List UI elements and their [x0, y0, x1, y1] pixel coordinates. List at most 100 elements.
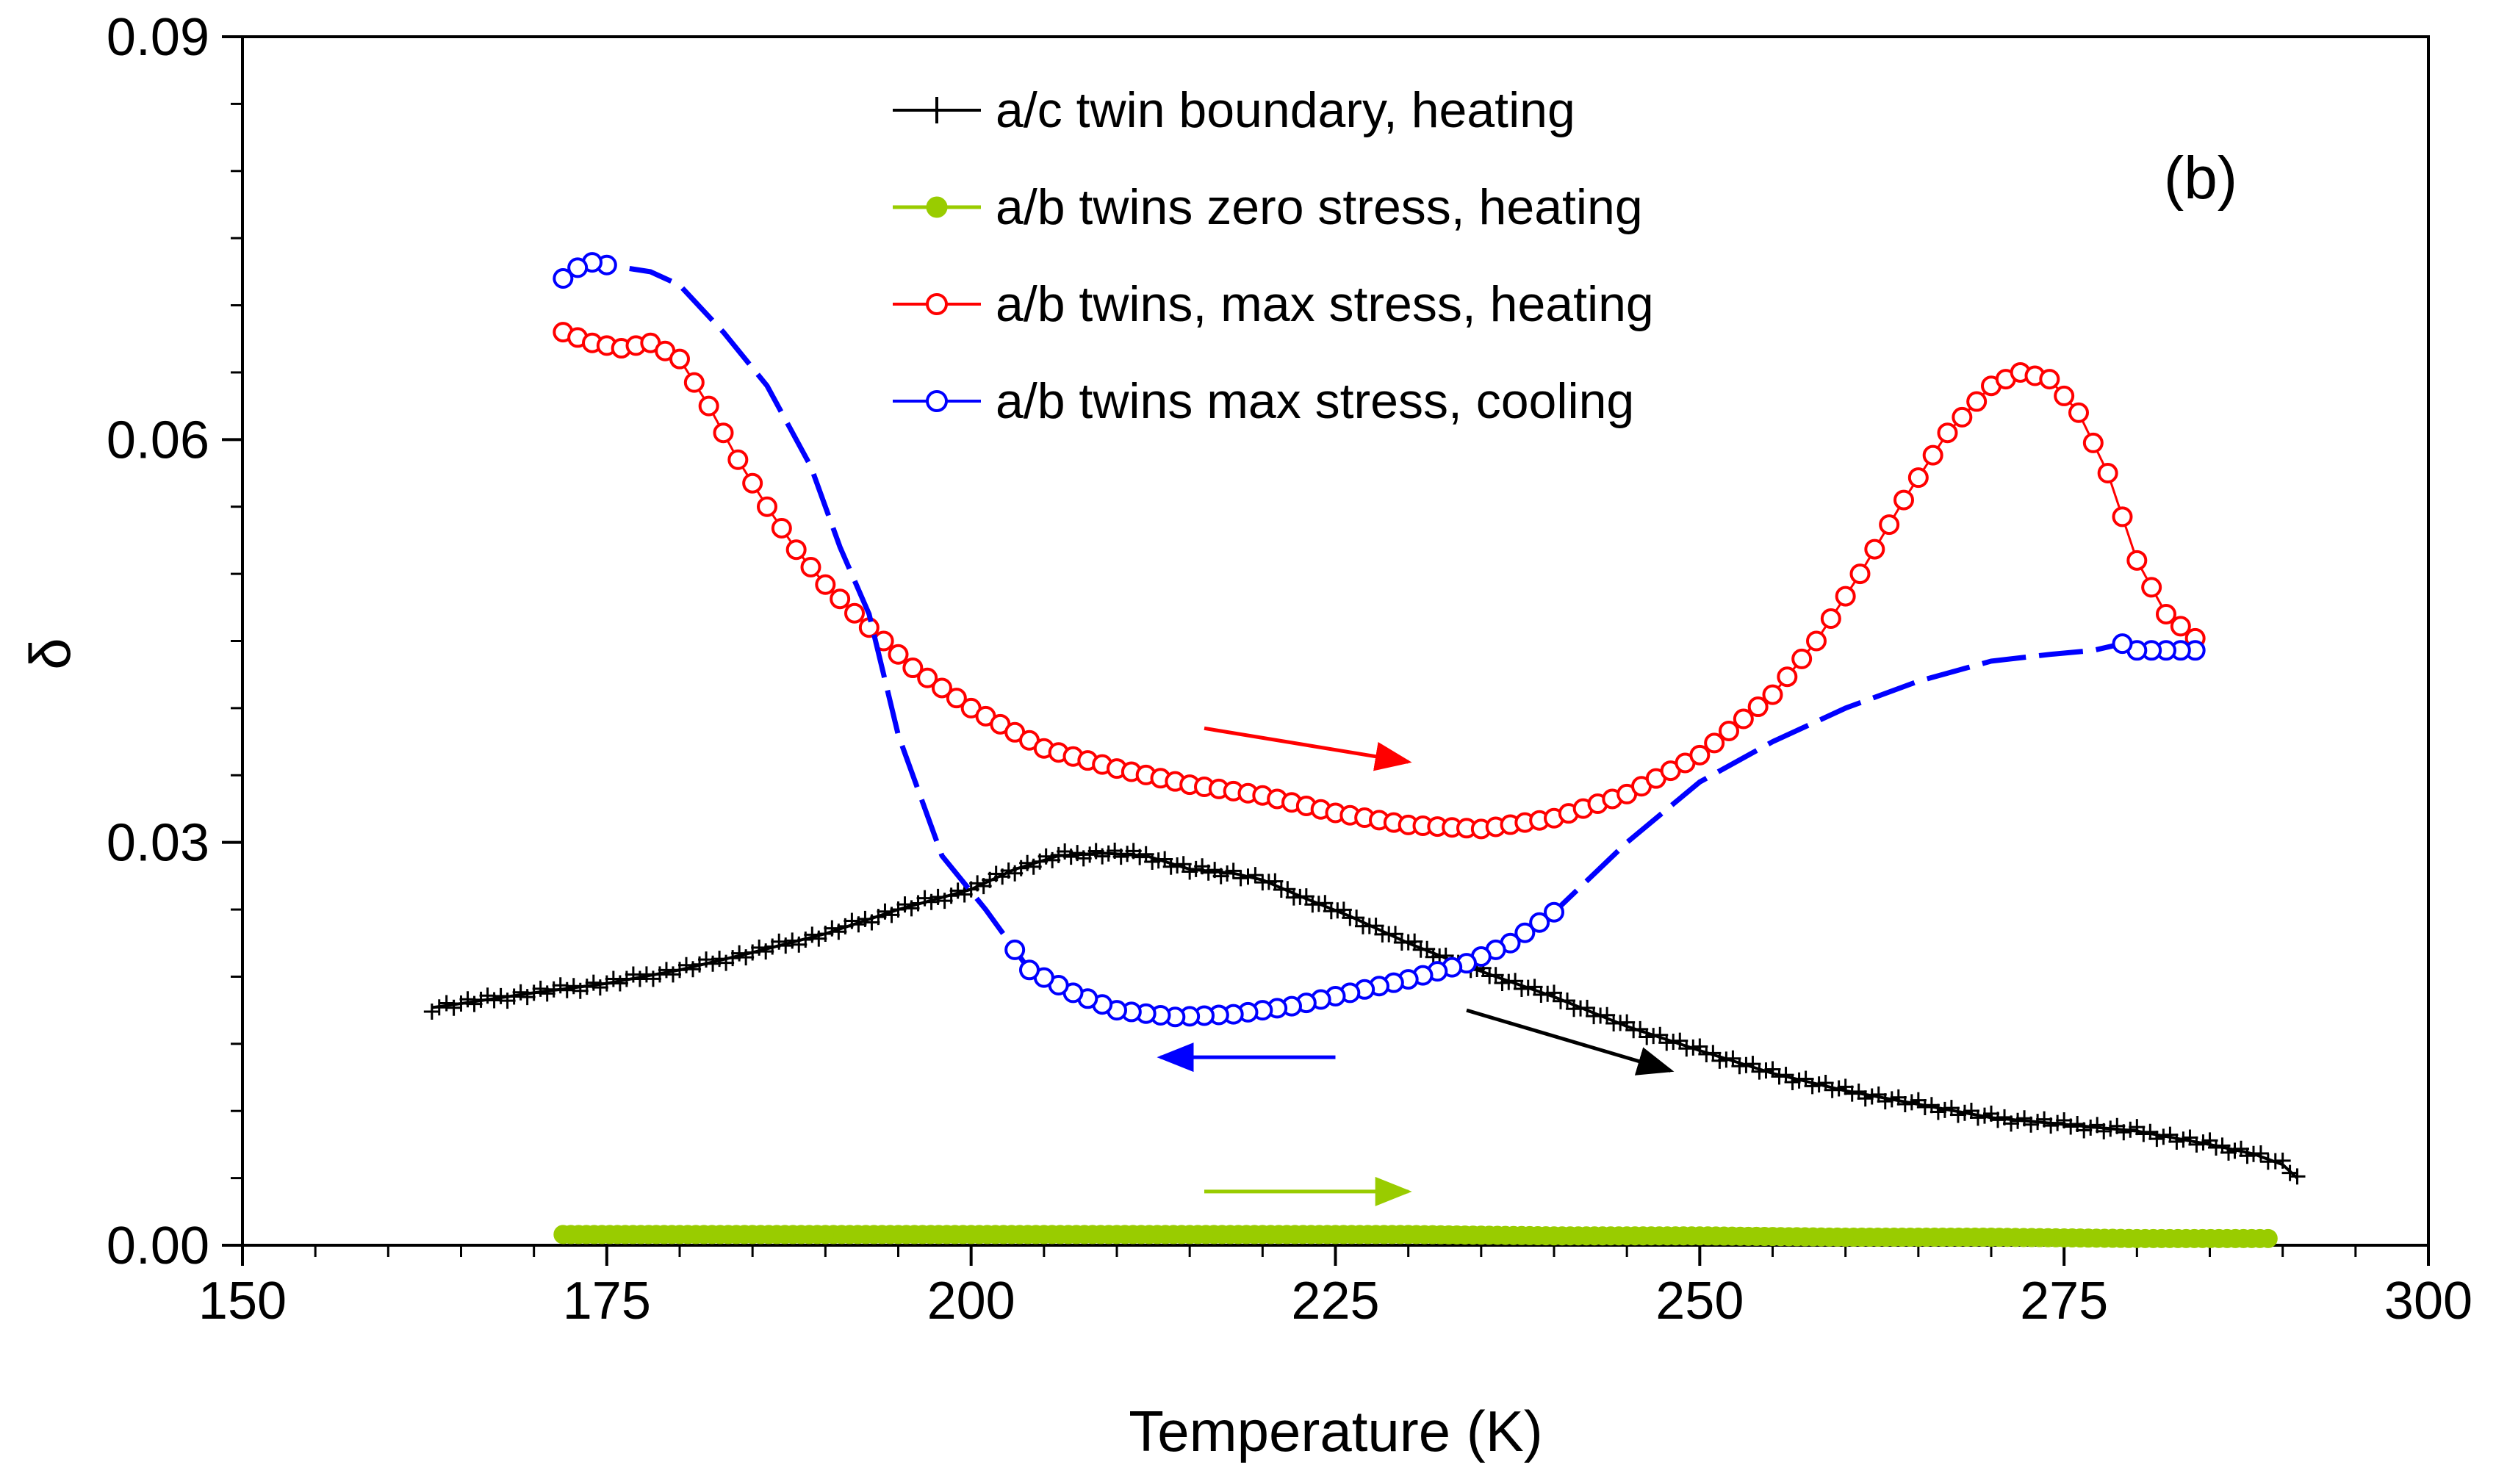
data-point	[669, 348, 690, 370]
x-tick-label: 275	[2020, 1272, 2108, 1330]
data-point	[1225, 862, 1242, 879]
data-point	[2068, 402, 2089, 423]
data-point	[2062, 1118, 2079, 1135]
data-point	[1844, 1085, 1860, 1102]
data-point	[1896, 1096, 1913, 1113]
data-point	[2122, 1121, 2139, 1138]
data-point	[1976, 1107, 1993, 1124]
data-point	[902, 658, 924, 679]
data-point	[1952, 406, 1973, 428]
data-point	[1777, 1067, 1794, 1084]
data-point	[1335, 901, 1352, 918]
data-point	[1367, 918, 1384, 934]
data-point	[1419, 940, 1436, 957]
data-point	[1698, 1045, 1715, 1062]
data-point	[742, 472, 763, 494]
data-point	[1733, 708, 1754, 730]
data-point	[1004, 939, 1026, 960]
data-point	[1949, 1106, 1966, 1123]
data-point	[2142, 1123, 2159, 1140]
data-point	[2168, 1134, 2185, 1150]
data-point	[1348, 910, 1365, 926]
legend-label: a/c twin boundary, heating	[996, 82, 1575, 138]
data-point	[1863, 1088, 1880, 1105]
data-point	[800, 556, 821, 577]
data-point	[1744, 1056, 1761, 1073]
data-point	[857, 910, 874, 927]
data-point	[2010, 1112, 2026, 1129]
direction-arrow-icon	[1204, 726, 1412, 771]
y-axis-title: δ	[18, 638, 82, 669]
data-point	[1751, 1063, 1768, 1080]
data-point	[1019, 959, 1040, 981]
data-point	[713, 422, 734, 444]
data-point	[2258, 1228, 2278, 1248]
data-point	[1969, 1109, 1986, 1126]
data-point	[1879, 514, 1900, 536]
data-point	[1810, 1076, 1827, 1093]
data-point	[2281, 1164, 2298, 1181]
data-point	[1797, 1070, 1814, 1087]
data-point	[1990, 1112, 2007, 1128]
data-point	[2252, 1145, 2269, 1161]
data-point	[539, 985, 555, 1002]
data-point	[1830, 1080, 1847, 1097]
data-point	[2182, 1129, 2198, 1146]
data-point	[2188, 1136, 2205, 1153]
legend-open-circle-marker-icon	[926, 390, 948, 412]
data-point	[888, 644, 909, 665]
data-point	[1923, 1097, 1940, 1114]
data-point	[2289, 1168, 2306, 1185]
data-point	[1672, 1032, 1688, 1049]
data-point	[1837, 1078, 1854, 1095]
data-point	[1758, 1062, 1774, 1079]
data-point	[830, 588, 851, 610]
legend-plus-marker-icon	[924, 97, 950, 123]
legend-label: a/b twins max stress, cooling	[996, 373, 1634, 429]
legend: a/c twin boundary, heating a/b twins zer…	[893, 82, 1654, 429]
series-line	[431, 851, 2298, 1180]
data-point	[1691, 1038, 1708, 1055]
series-2	[553, 322, 2206, 840]
data-point	[572, 982, 589, 999]
data-point	[1849, 563, 1871, 585]
data-point	[2112, 506, 2133, 527]
data-point	[1747, 696, 1769, 718]
data-point	[519, 989, 536, 1006]
data-point	[1903, 1094, 1920, 1111]
data-point	[1963, 1102, 1979, 1119]
data-point	[1907, 467, 1929, 489]
data-point	[1514, 922, 1536, 943]
data-point	[824, 920, 841, 937]
data-point	[1804, 1078, 1821, 1095]
data-point	[1877, 1093, 1893, 1110]
data-point	[2054, 385, 2075, 406]
data-point	[1387, 926, 1404, 943]
data-point	[1936, 1101, 1953, 1118]
data-point	[1864, 539, 1885, 560]
series-1	[553, 1225, 2278, 1248]
data-point	[1247, 867, 1264, 884]
data-point	[2148, 1131, 2165, 1148]
data-point	[1791, 648, 1813, 669]
data-point	[1546, 984, 1562, 1001]
data-point	[1857, 1090, 1874, 1107]
data-point	[757, 496, 777, 517]
data-point	[949, 882, 966, 899]
data-point	[1232, 870, 1249, 887]
x-tick-label: 300	[2384, 1272, 2472, 1330]
data-point	[2170, 616, 2191, 637]
legend-item-ab-max-heating: a/b twins, max stress, heating	[893, 276, 1654, 332]
legend-open-circle-marker-icon	[926, 293, 948, 315]
data-point	[932, 677, 952, 699]
data-point	[844, 912, 860, 929]
data-point	[815, 574, 836, 595]
data-point	[771, 517, 792, 539]
data-point	[1599, 1006, 1616, 1023]
data-point	[1317, 895, 1334, 912]
data-point	[896, 896, 913, 913]
data-point	[1632, 1020, 1649, 1037]
data-point	[785, 539, 807, 561]
y-axis: 0.00 0.03 0.06 0.09	[107, 8, 242, 1275]
